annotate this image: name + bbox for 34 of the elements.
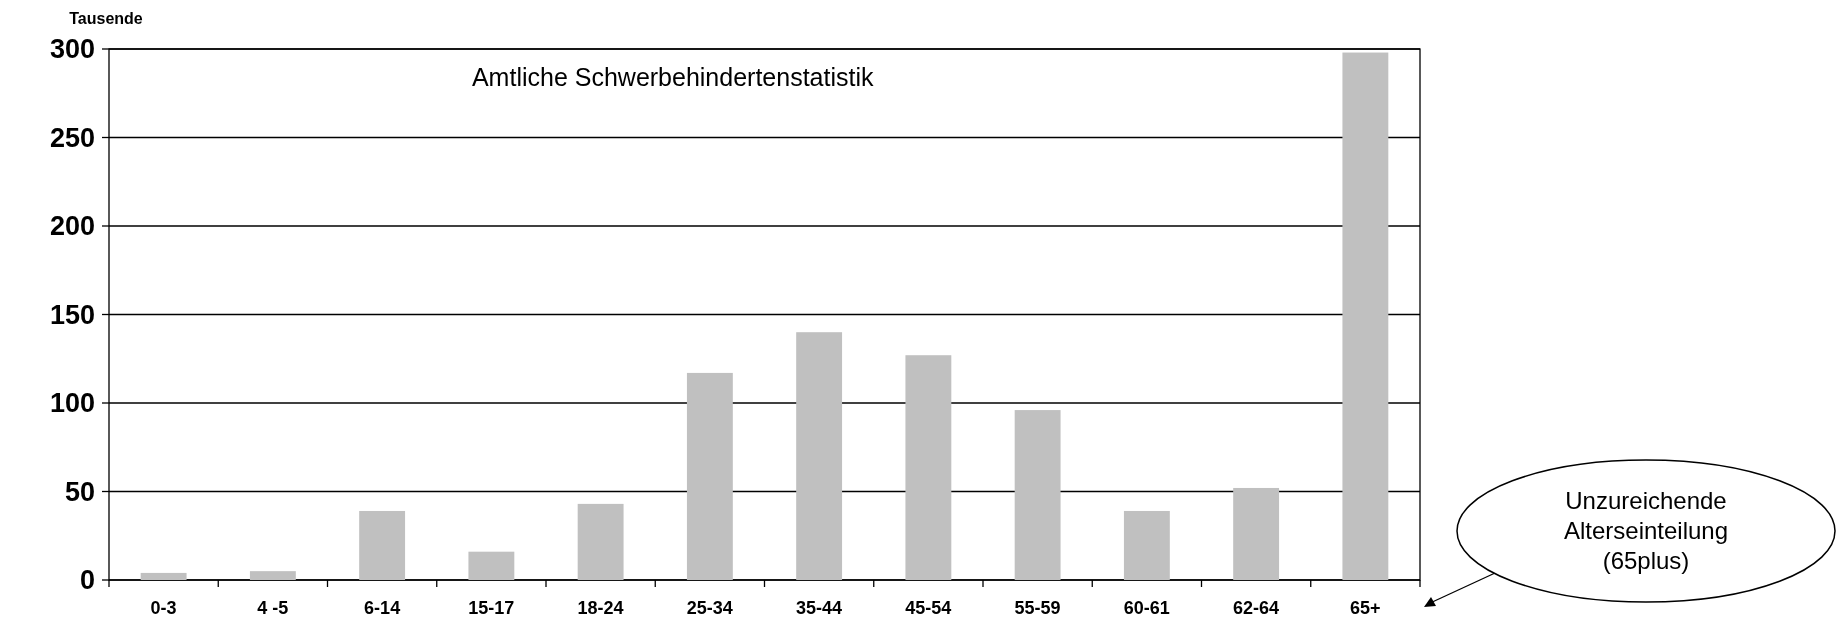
x-tick-label: 4 -5 [257, 598, 289, 618]
bar [1014, 410, 1061, 580]
x-tick-label: 6-14 [364, 598, 401, 618]
x-tick-label: 0-3 [150, 598, 177, 618]
text: Unzureichende Alterseinteilung (65plus) [1563, 487, 1729, 575]
bar [577, 503, 624, 580]
x-tick-label: 65+ [1350, 598, 1381, 618]
bar [359, 510, 406, 580]
bar [686, 372, 733, 580]
text: Amtliche Schwerbehindertenstatistik [471, 63, 875, 91]
bar [1342, 52, 1389, 580]
y-tick-label: 100 [49, 388, 95, 419]
bar [468, 551, 515, 580]
x-tick-label: 45-54 [905, 598, 952, 618]
y-tick-label: 300 [49, 34, 95, 65]
y-axis-title: Tausende [69, 10, 143, 27]
x-tick-label: 62-64 [1233, 598, 1280, 618]
x-tick-label: 35-44 [796, 598, 843, 618]
bar [905, 355, 952, 580]
y-tick-label: 150 [49, 299, 95, 330]
bar [1123, 510, 1170, 580]
bar [249, 571, 296, 580]
y-tick-label: 50 [64, 476, 95, 507]
bar [796, 332, 843, 580]
y-tick-label: 0 [79, 565, 95, 596]
x-tick-label: 18-24 [577, 598, 624, 618]
x-tick-label: 15-17 [468, 598, 515, 618]
x-tick-label: 55-59 [1014, 598, 1061, 618]
bar [1233, 487, 1280, 580]
bar [140, 572, 187, 580]
y-tick-label: 200 [49, 211, 95, 242]
x-tick-label: 60-61 [1123, 598, 1170, 618]
y-tick-label: 250 [49, 122, 95, 153]
x-tick-label: 25-34 [686, 598, 733, 618]
